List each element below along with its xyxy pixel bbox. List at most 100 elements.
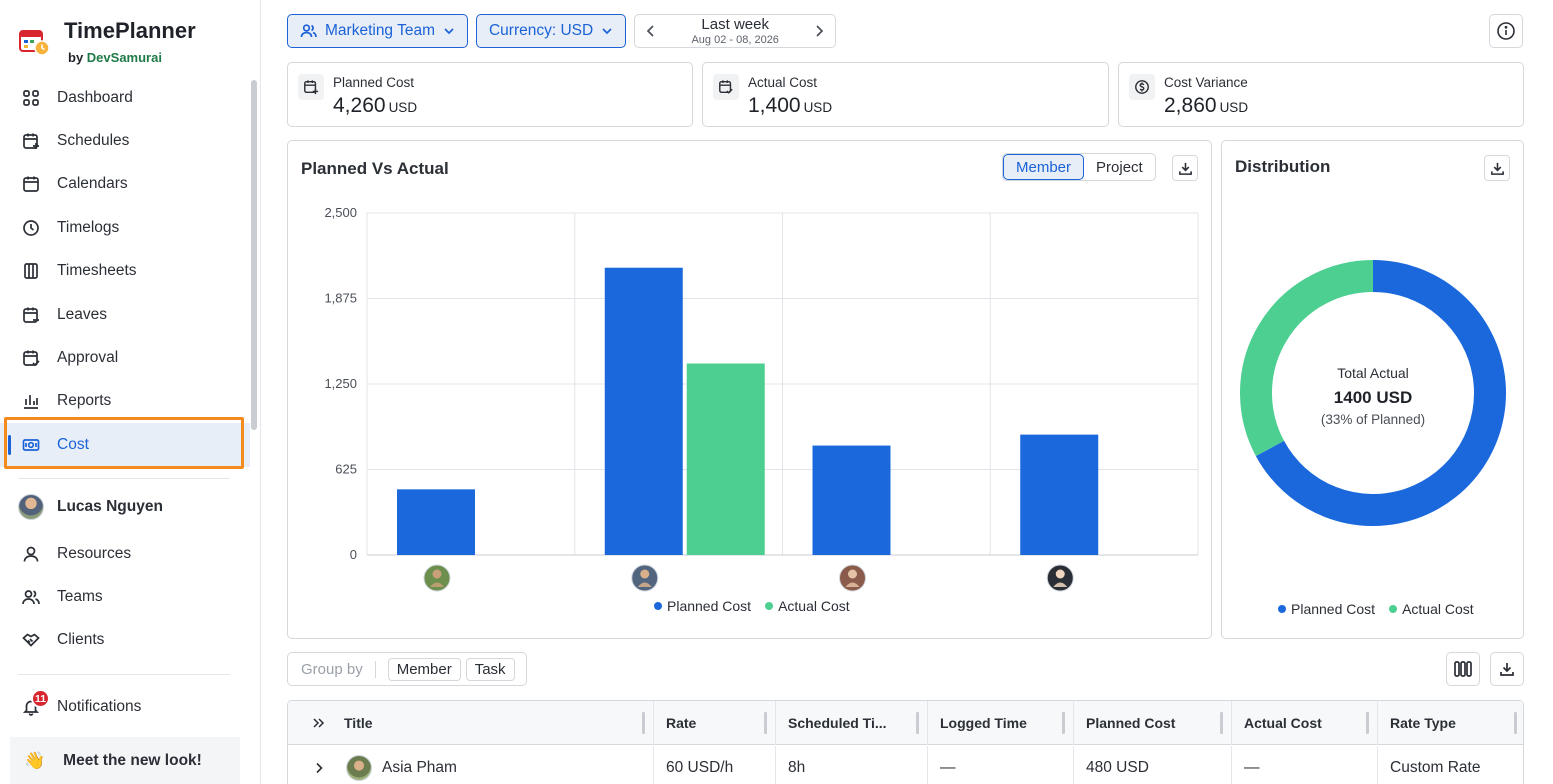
download-icon [1500,663,1514,676]
donut-slice-planned[interactable] [1255,260,1506,526]
column-scheduled-time[interactable]: Scheduled Ti... [776,701,928,745]
row-title: Asia Pham [382,759,457,776]
bar-actual[interactable] [686,363,765,555]
table-row[interactable]: Asia Pham 60 USD/h 8h — 480 USD — Custom… [288,746,1523,784]
distribution-panel: Distribution Total Actual 1400 USD (33% … [1221,140,1524,639]
currency-select-label: Currency: USD [488,22,594,39]
group-by-task[interactable]: Task [465,657,515,681]
donut-slice-actual[interactable] [1240,260,1374,457]
divider [18,674,230,675]
nav-label: Timesheets [57,262,137,280]
nav-item-dashboard[interactable]: Dashboard [0,76,250,119]
column-label: Logged Time [940,715,1027,731]
column-rate[interactable]: Rate [654,701,776,745]
y-tick-label: 1,250 [324,376,357,391]
dollar-circle-icon [1129,74,1155,100]
donut-center-label: Total Actual [1337,365,1409,381]
brand-title: TimePlanner [64,18,196,43]
stat-number: 4,260 [333,94,386,117]
column-label: Title [344,715,373,731]
column-resize-handle[interactable] [764,712,767,734]
donut-chart: Total Actual 1400 USD (33% of Planned) [1240,260,1506,526]
stat-unit: USD [388,100,418,115]
table-download-button[interactable] [1490,652,1524,686]
notifications[interactable]: Notifications 11 [0,685,250,728]
column-resize-handle[interactable] [916,712,919,734]
main-nav: Dashboard Schedules Calendars Timelogs T… [0,76,250,467]
nav-item-approval[interactable]: Approval [0,336,250,379]
expand-all-icon[interactable] [312,716,326,730]
legend-label: Actual Cost [778,598,850,614]
nav-label: Resources [57,544,132,562]
info-button[interactable] [1489,14,1523,48]
column-title[interactable]: Title [288,701,654,745]
column-planned-cost[interactable]: Planned Cost [1074,701,1232,745]
brand-company: DevSamurai [86,50,162,65]
download-button[interactable] [1484,155,1510,181]
legend-label: Planned Cost [667,598,752,614]
legend-actual[interactable]: Actual Cost [1389,601,1474,617]
column-resize-handle[interactable] [1514,712,1517,734]
bar-planned[interactable] [604,267,683,555]
date-range-picker: Last week Aug 02 - 08, 2026 [634,14,837,48]
calendar-minus-icon [22,306,40,324]
divider [18,478,230,479]
nav-item-cost[interactable]: Cost [0,423,250,467]
columns-button[interactable] [1446,652,1480,686]
sidebar-scrollbar[interactable] [251,80,257,430]
date-range-display[interactable]: Last week Aug 02 - 08, 2026 [691,17,778,46]
column-resize-handle[interactable] [1220,712,1223,734]
money-icon [22,436,40,454]
column-logged-time[interactable]: Logged Time [928,701,1074,745]
nav-item-reports[interactable]: Reports [0,380,250,423]
user-profile[interactable]: Lucas Nguyen [18,494,163,520]
column-label: Planned Cost [1086,715,1176,731]
column-resize-handle[interactable] [1062,712,1065,734]
panel-title: Distribution [1235,157,1331,176]
planned-vs-actual-panel: Planned Vs Actual Member Project 0 625 1,2… [287,140,1212,639]
column-resize-handle[interactable] [1366,712,1369,734]
legend-actual[interactable]: Actual Cost [765,598,850,614]
calendar-icon [22,175,40,193]
nav-label: Approval [57,349,119,367]
nav-item-schedules[interactable]: Schedules [0,119,250,162]
group-by-member[interactable]: Member [387,657,461,681]
toggle-project[interactable]: Project [1096,158,1143,176]
nav-item-leaves[interactable]: Leaves [0,293,250,336]
nav-item-teams[interactable]: Teams [0,575,250,618]
bar-legend: Planned Cost Actual Cost [654,598,850,614]
legend-dot [1389,605,1398,613]
nav-item-resources[interactable]: Resources [0,532,250,575]
timeplanner-logo-icon [19,30,50,56]
meet-new-look-banner[interactable]: 👋 Meet the new look! [10,737,240,784]
handshake-icon [22,631,40,649]
bar-planned[interactable] [397,489,475,555]
chevron-right-icon[interactable] [312,761,326,775]
nav-item-clients[interactable]: Clients [0,619,250,662]
currency-select[interactable]: Currency: USD [475,14,627,48]
nav-label: Schedules [57,132,130,150]
column-rate-type[interactable]: Rate Type [1378,701,1523,745]
download-button[interactable] [1172,155,1198,181]
legend-planned[interactable]: Planned Cost [1278,601,1375,617]
team-select[interactable]: Marketing Team [287,14,468,48]
bar-chart: 0 625 1,250 1,875 2,500 [324,205,1199,592]
stat-value: 1,400 USD [748,94,832,118]
bar-planned[interactable] [1020,434,1099,555]
nav-item-timesheets[interactable]: Timesheets [0,250,250,293]
x-tick-avatar [1046,564,1074,592]
nav-item-timelogs[interactable]: Timelogs [0,206,250,249]
cost-table: Title Rate Scheduled Ti... Logged Time P… [287,700,1524,784]
nav-item-calendars[interactable]: Calendars [0,163,250,206]
column-actual-cost[interactable]: Actual Cost [1232,701,1378,745]
legend-planned[interactable]: Planned Cost [654,598,751,614]
cell-title: Asia Pham [288,746,654,784]
bar-planned[interactable] [812,445,891,555]
calendar-plus-icon [298,74,324,100]
calendar-check-icon [713,74,739,100]
column-resize-handle[interactable] [642,712,645,734]
chevron-left-icon[interactable] [645,24,657,38]
toggle-member[interactable]: Member [1003,154,1085,180]
chevron-right-icon[interactable] [813,24,825,38]
column-label: Scheduled Ti... [788,715,887,731]
